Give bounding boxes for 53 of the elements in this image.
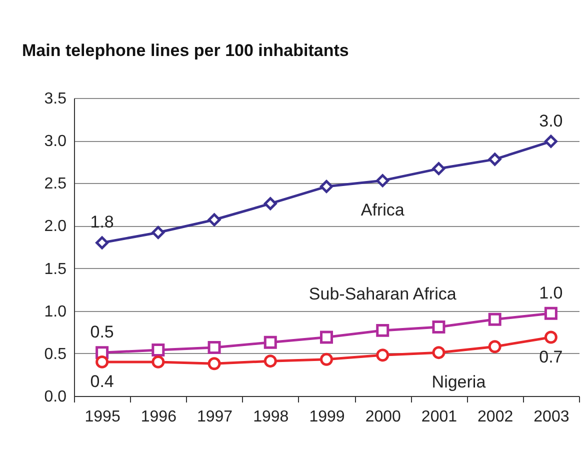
- data-label: 0.4: [90, 372, 114, 391]
- y-tick-label: 2.5: [44, 176, 67, 193]
- point: [320, 180, 333, 194]
- x-tick-label: 1997: [196, 408, 233, 426]
- point: [264, 336, 277, 349]
- point: [376, 174, 390, 188]
- point: [320, 352, 333, 366]
- data-label: 1.8: [90, 212, 114, 232]
- point: [432, 320, 446, 334]
- point: [544, 306, 558, 320]
- point: [376, 348, 390, 362]
- x-tick-label: 2003: [534, 408, 570, 426]
- point: [264, 354, 277, 368]
- y-tick-label: 0.0: [44, 388, 67, 406]
- point: [264, 197, 277, 210]
- y-tick-label: 3.0: [44, 133, 67, 150]
- data-label: 1.0: [539, 283, 563, 302]
- point: [96, 236, 109, 250]
- x-tick-label: 1998: [253, 408, 289, 426]
- y-tick-label: 0.5: [44, 346, 67, 363]
- y-tick-label: 2.0: [44, 218, 67, 236]
- data-label: 0.5: [90, 322, 114, 342]
- point: [488, 312, 502, 326]
- y-tick-label: 3.5: [44, 90, 67, 108]
- point: [152, 355, 165, 368]
- point: [152, 226, 165, 240]
- point: [208, 357, 221, 370]
- point: [320, 330, 333, 344]
- series-label: Sub-Saharan Africa: [308, 284, 457, 304]
- point: [376, 324, 390, 337]
- x-tick-label: 2002: [478, 408, 514, 426]
- point: [208, 213, 221, 226]
- point: [152, 344, 165, 357]
- x-tick-label: 1996: [140, 408, 177, 426]
- series-label: Africa: [360, 200, 405, 220]
- point: [488, 152, 502, 166]
- point: [208, 340, 221, 354]
- point: [544, 134, 558, 148]
- point: [432, 346, 446, 360]
- data-label: 0.7: [539, 347, 563, 366]
- x-tick-label: 1999: [309, 408, 345, 426]
- point: [544, 330, 558, 344]
- series-label: Nigeria: [432, 372, 486, 392]
- x-tick-label: 2000: [365, 408, 402, 426]
- data-label: 3.0: [539, 111, 563, 130]
- point: [96, 355, 109, 368]
- point: [488, 340, 502, 354]
- point: [432, 162, 446, 176]
- y-tick-label: 1.5: [44, 260, 67, 278]
- y-tick-label: 1.0: [44, 303, 67, 320]
- chart-title: Main telephone lines per 100 inhabitants: [22, 41, 349, 60]
- x-tick-label: 1995: [84, 408, 120, 426]
- x-tick-label: 2001: [421, 408, 458, 426]
